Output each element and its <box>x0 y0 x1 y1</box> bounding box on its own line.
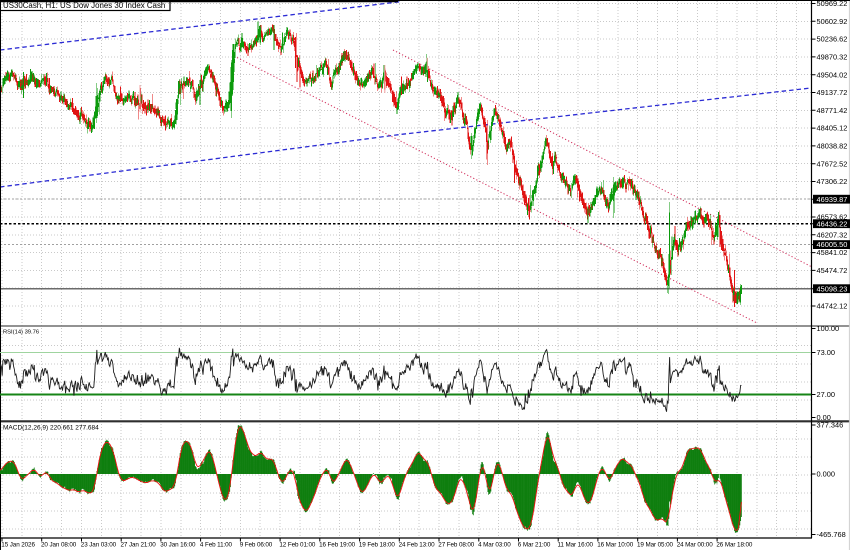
svg-text:4 Mar 03:00: 4 Mar 03:00 <box>478 541 511 548</box>
svg-text:47672.52: 47672.52 <box>817 159 848 168</box>
svg-text:16 Mar 10:00: 16 Mar 10:00 <box>597 541 634 548</box>
svg-text:6 Mar 21:00: 6 Mar 21:00 <box>518 541 551 548</box>
svg-text:19 Mar 05:00: 19 Mar 05:00 <box>637 541 674 548</box>
svg-text:26 Mar 18:00: 26 Mar 18:00 <box>716 541 753 548</box>
svg-text:48771.42: 48771.42 <box>817 106 848 115</box>
svg-text:45098.23: 45098.23 <box>817 284 848 293</box>
svg-text:50602.92: 50602.92 <box>817 17 848 26</box>
svg-text:49870.32: 49870.32 <box>817 53 848 62</box>
svg-text:45474.72: 45474.72 <box>817 266 848 275</box>
svg-text:12 Feb 01:00: 12 Feb 01:00 <box>279 541 316 548</box>
svg-text:377.346: 377.346 <box>817 421 844 430</box>
svg-text:MACD(12,26,9) 220.661 277.684: MACD(12,26,9) 220.661 277.684 <box>3 425 99 432</box>
svg-text:73.00: 73.00 <box>817 348 836 357</box>
svg-text:49137.72: 49137.72 <box>817 88 848 97</box>
svg-text:4 Feb 11:00: 4 Feb 11:00 <box>200 541 233 548</box>
svg-text:30 Jan 16:00: 30 Jan 16:00 <box>160 541 196 548</box>
svg-text:US30Cash, H1: US Dow Jones 30: US30Cash, H1: US Dow Jones 30 Index Cash <box>3 1 165 10</box>
svg-text:27.00: 27.00 <box>817 390 836 399</box>
svg-text:23 Jan 03:00: 23 Jan 03:00 <box>81 541 117 548</box>
svg-text:0.00: 0.00 <box>817 413 831 422</box>
svg-text:-465.768: -465.768 <box>817 530 846 539</box>
svg-text:46939.87: 46939.87 <box>817 195 848 204</box>
svg-text:48405.12: 48405.12 <box>817 124 848 133</box>
svg-text:RSI(14) 39.76: RSI(14) 39.76 <box>3 330 39 336</box>
svg-text:50969.22: 50969.22 <box>817 0 848 8</box>
svg-text:15 Jan 2026: 15 Jan 2026 <box>1 541 35 548</box>
svg-text:46207.32: 46207.32 <box>817 230 848 239</box>
svg-text:19 Feb 18:00: 19 Feb 18:00 <box>359 541 396 548</box>
svg-text:45841.02: 45841.02 <box>817 248 848 257</box>
svg-text:0.000: 0.000 <box>817 470 836 479</box>
svg-text:47306.22: 47306.22 <box>817 177 848 186</box>
svg-text:9 Feb 06:00: 9 Feb 06:00 <box>240 541 273 548</box>
svg-text:24 Mar 00:00: 24 Mar 00:00 <box>677 541 714 548</box>
svg-text:48038.82: 48038.82 <box>817 142 848 151</box>
svg-text:27 Feb 08:00: 27 Feb 08:00 <box>438 541 475 548</box>
svg-text:11 Mar 16:00: 11 Mar 16:00 <box>558 541 594 548</box>
svg-text:46005.50: 46005.50 <box>817 240 848 249</box>
svg-text:24 Feb 13:00: 24 Feb 13:00 <box>399 541 436 548</box>
svg-text:20 Jan 08:00: 20 Jan 08:00 <box>41 541 77 548</box>
svg-text:46436.22: 46436.22 <box>817 219 848 228</box>
svg-text:49504.02: 49504.02 <box>817 70 848 79</box>
svg-text:50236.62: 50236.62 <box>817 35 848 44</box>
svg-text:27 Jan 21:00: 27 Jan 21:00 <box>121 541 157 548</box>
svg-text:46573.62: 46573.62 <box>817 213 848 222</box>
svg-text:16 Feb 19:00: 16 Feb 19:00 <box>319 541 356 548</box>
svg-text:44742.12: 44742.12 <box>817 302 848 311</box>
svg-text:100.00: 100.00 <box>817 324 840 333</box>
